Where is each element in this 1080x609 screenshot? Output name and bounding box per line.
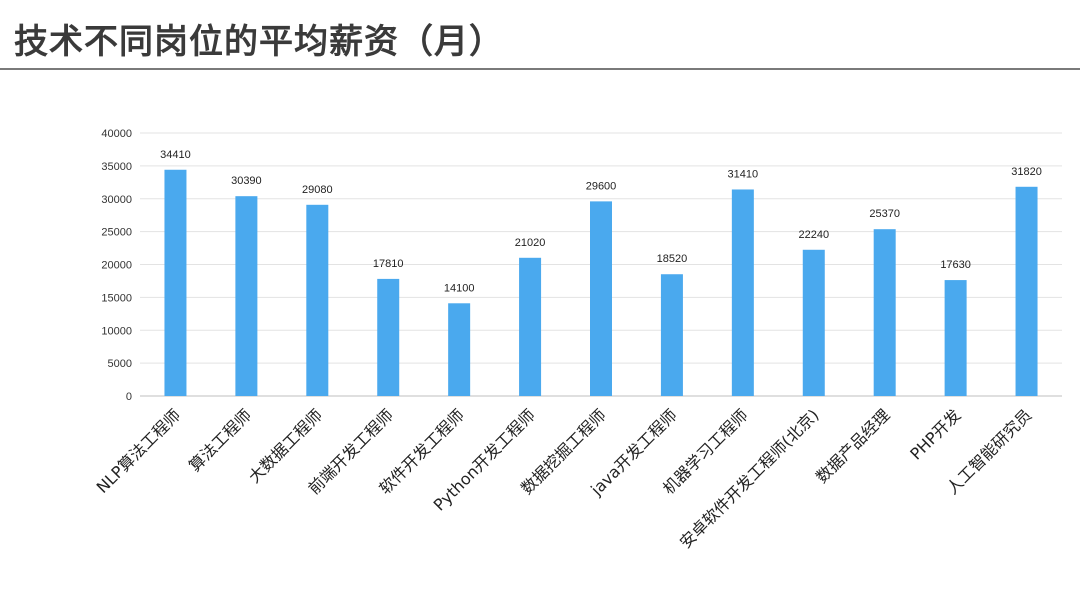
y-tick-label: 25000 [101, 227, 132, 239]
bar [519, 257, 542, 396]
bar [306, 204, 329, 396]
bar [590, 201, 612, 396]
data-label: 30390 [231, 175, 262, 187]
title-divider [0, 68, 1080, 70]
y-tick-label: 0 [126, 391, 132, 403]
page-title: 技术不同岗位的平均薪资（月） [14, 22, 504, 62]
y-tick-label: 40000 [101, 128, 132, 140]
data-label: 31820 [1011, 166, 1042, 178]
data-label: 17810 [373, 258, 404, 270]
category-label: NLP算法工程师 [93, 405, 185, 497]
y-tick-label: 20000 [101, 260, 132, 272]
data-label: 29600 [586, 180, 617, 192]
y-tick-label: 35000 [101, 161, 132, 173]
y-tick-label: 5000 [108, 358, 132, 370]
bar [802, 249, 825, 396]
data-label: 31410 [728, 168, 759, 180]
data-label: 25370 [869, 208, 900, 220]
category-label: 数据产品经理 [812, 405, 893, 486]
bar [377, 278, 400, 396]
bar [731, 189, 754, 396]
category-label: PHP开发 [906, 405, 964, 463]
category-label: 安卓软件开发工程师(北京) [676, 405, 823, 552]
data-label: 18520 [657, 253, 688, 265]
bar [235, 196, 258, 396]
data-label: 34410 [160, 149, 191, 161]
bar [164, 169, 187, 396]
data-label: 14100 [444, 282, 475, 294]
bar [873, 229, 896, 396]
y-tick-label: 30000 [101, 194, 132, 206]
data-label: 29080 [302, 184, 333, 196]
y-tick-label: 15000 [101, 292, 132, 304]
data-label: 22240 [798, 229, 829, 241]
bar [1015, 186, 1038, 396]
y-tick-label: 10000 [101, 325, 132, 337]
data-label: 17630 [940, 259, 971, 271]
category-label: 算法工程师 [185, 405, 255, 475]
bar [660, 274, 683, 396]
bar [448, 303, 471, 396]
data-label: 21020 [515, 237, 546, 249]
bar [944, 280, 967, 396]
